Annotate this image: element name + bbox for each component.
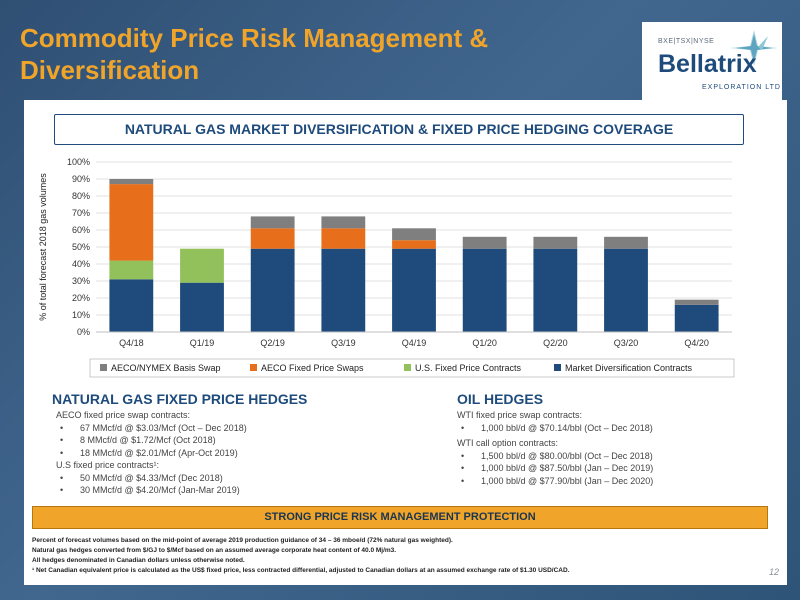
legend-label: U.S. Fixed Price Contracts: [415, 363, 522, 373]
call-item: 1,500 bbl/d @ $80.00/bbl (Oct – Dec 2018…: [457, 450, 767, 463]
y-tick-label: 50%: [72, 242, 90, 252]
x-tick-label: Q3/19: [331, 338, 356, 348]
x-tick-label: Q4/19: [402, 338, 427, 348]
bar-segment: [392, 228, 436, 241]
wti-item: 1,000 bbl/d @ $70.14/bbl (Oct – Dec 2018…: [457, 422, 767, 435]
x-tick-label: Q4/18: [119, 338, 144, 348]
logo-exchange-text: BXE|TSX|NYSE: [658, 38, 715, 45]
bar-segment: [109, 184, 154, 261]
slide-title: Commodity Price Risk Management & Divers…: [20, 23, 489, 85]
page-number: 12: [768, 567, 779, 577]
logo-name: Bellatrix: [658, 50, 757, 78]
star-logo-icon: [730, 30, 778, 66]
y-tick-label: 30%: [72, 276, 90, 286]
y-tick-label: 80%: [72, 191, 90, 201]
bar-segment: [250, 248, 295, 332]
wti-heading: WTI fixed price swap contracts:: [457, 410, 583, 420]
content-panel: NATURAL GAS MARKET DIVERSIFICATION & FIX…: [24, 100, 787, 585]
chart-banner: NATURAL GAS MARKET DIVERSIFICATION & FIX…: [54, 114, 744, 145]
bar-segment: [462, 248, 507, 332]
y-tick-label: 90%: [72, 174, 90, 184]
footnote: Percent of forecast volumes based on the…: [32, 537, 453, 544]
x-tick-label: Q3/20: [614, 338, 639, 348]
legend-label: AECO/NYMEX Basis Swap: [111, 363, 221, 373]
y-tick-label: 60%: [72, 225, 90, 235]
aeco-item: 8 MMcf/d @ $1.72/Mcf (Oct 2018): [56, 434, 416, 447]
bar-segment: [180, 248, 224, 283]
bar-segment: [250, 228, 295, 249]
legend-swatch: [100, 364, 107, 371]
gas-hedges-list: AECO fixed price swap contracts: 67 MMcf…: [56, 409, 416, 497]
call-item: 1,000 bbl/d @ $87.50/bbl (Jan – Dec 2019…: [457, 462, 767, 475]
x-tick-label: Q1/19: [190, 338, 215, 348]
bar-segment: [321, 216, 366, 229]
bar-segment: [392, 248, 436, 332]
footnotes: Percent of forecast volumes based on the…: [32, 536, 772, 576]
bar-segment: [533, 248, 578, 332]
footnote: All hedges denominated in Canadian dolla…: [32, 557, 245, 564]
bar-segment: [604, 236, 648, 249]
stacked-bar-chart: 0% 10% 20% 30% 40% 50% 60% 70% 80% 90% 100% % of to…: [38, 157, 735, 378]
bar-segment: [674, 304, 719, 332]
y-tick-label: 70%: [72, 208, 90, 218]
gas-hedges-title: NATURAL GAS FIXED PRICE HEDGES: [52, 391, 308, 407]
y-tick-label: 20%: [72, 293, 90, 303]
legend-swatch: [250, 364, 257, 371]
aeco-item: 67 MMcf/d @ $3.03/Mcf (Oct – Dec 2018): [56, 422, 416, 435]
call-item: 1,000 bbl/d @ $77.90/bbl (Jan – Dec 2020…: [457, 475, 767, 488]
y-axis-label: % of total forecast 2018 gas volumes: [38, 173, 48, 321]
legend-swatch: [554, 364, 561, 371]
company-logo: BXE|TSX|NYSE Bellatrix EXPLORATION LTD: [642, 22, 782, 100]
strong-protection-banner: STRONG PRICE RISK MANAGEMENT PROTECTION: [32, 506, 768, 529]
x-tick-label: Q1/20: [472, 338, 497, 348]
us-heading: U.S fixed price contracts¹:: [56, 460, 160, 470]
oil-hedges-list: WTI fixed price swap contracts: 1,000 bb…: [457, 409, 767, 487]
footnote: Natural gas hedges converted from $/GJ t…: [32, 547, 397, 554]
footnote: ¹ Net Canadian equivalent price is calcu…: [32, 567, 570, 574]
legend-swatch: [404, 364, 411, 371]
y-tick-label: 40%: [72, 259, 90, 269]
us-item: 30 MMcf/d @ $4.20/Mcf (Jan-Mar 2019): [56, 484, 416, 497]
bar-segment: [462, 236, 507, 249]
legend-label: Market Diversification Contracts: [565, 363, 693, 373]
x-tick-label: Q2/19: [260, 338, 285, 348]
call-heading: WTI call option contracts:: [457, 438, 559, 448]
oil-hedges-title: OIL HEDGES: [457, 391, 544, 407]
bar-segment: [180, 282, 224, 332]
bar-segment: [674, 299, 719, 305]
bar-segment: [392, 240, 436, 249]
bar-segment: [109, 260, 154, 280]
x-tick-label: Q4/20: [684, 338, 709, 348]
aeco-heading: AECO fixed price swap contracts:: [56, 410, 191, 420]
logo-subtitle: EXPLORATION LTD: [702, 84, 781, 91]
y-tick-label: 100%: [67, 157, 90, 167]
legend-frame: [89, 358, 735, 378]
aeco-item: 18 MMcf/d @ $2.01/Mcf (Apr-Oct 2019): [56, 447, 416, 460]
legend-label: AECO Fixed Price Swaps: [261, 363, 364, 373]
us-item: 50 MMcf/d @ $4.33/Mcf (Dec 2018): [56, 472, 416, 485]
bar-segment: [604, 248, 648, 332]
bar-segment: [321, 248, 366, 332]
bar-segment: [109, 179, 154, 185]
y-tick-label: 10%: [72, 310, 90, 320]
bar-segment: [109, 279, 154, 332]
x-tick-label: Q2/20: [543, 338, 568, 348]
y-tick-label: 0%: [77, 327, 90, 337]
bar-segment: [321, 228, 366, 249]
bar-segment: [250, 216, 295, 229]
bar-segment: [533, 236, 578, 249]
